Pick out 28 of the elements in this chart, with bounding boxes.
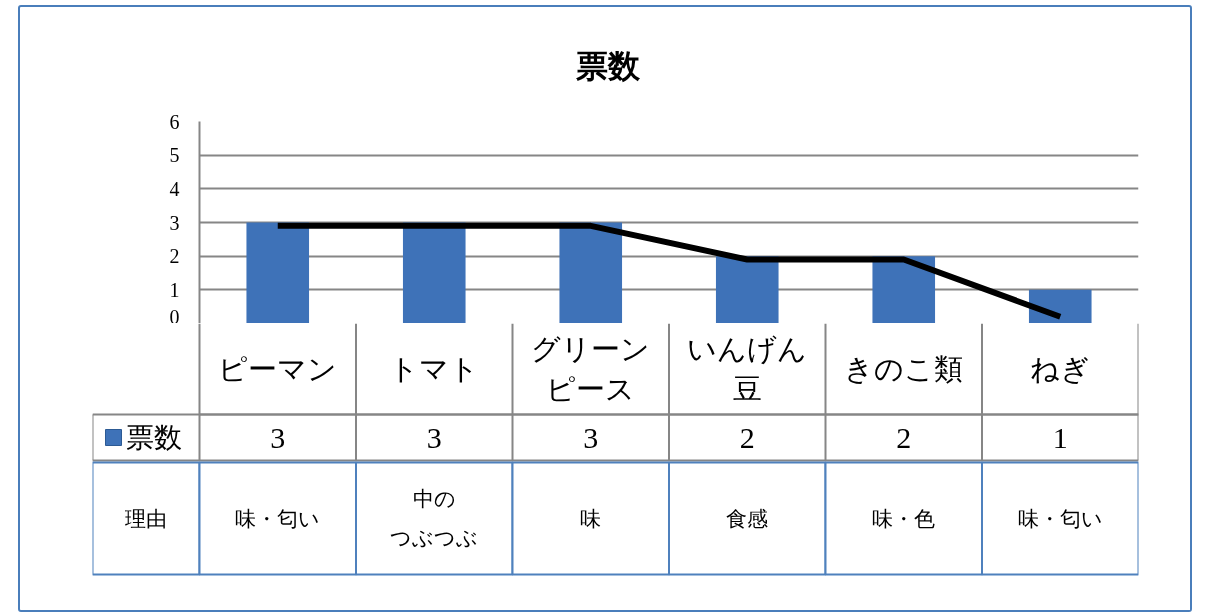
x-tick-label: いんげん豆 [687, 331, 808, 407]
text: 味 [580, 506, 602, 531]
y-tick-label: 3 [169, 211, 180, 234]
y-tick-label: 0 [169, 305, 180, 328]
y-tick-label: 1 [169, 278, 180, 301]
data-label: 2 [739, 421, 755, 454]
chart-title: 票数 [574, 46, 641, 85]
y-tick-label: 6 [169, 110, 180, 133]
x-tick-label: きのこ類 [844, 352, 964, 386]
text: 理由 [125, 506, 167, 531]
text: 味・匂い [235, 506, 321, 531]
data-label: 3 [583, 421, 599, 454]
x-tick-label: トマト [389, 352, 480, 386]
text: 味・匂い [1017, 506, 1103, 531]
y-tick-label: 4 [169, 177, 180, 200]
data-label: 3 [270, 421, 286, 454]
data-label: 2 [896, 421, 912, 454]
x-tick-label: ねぎ [1030, 352, 1091, 386]
text: 中のつぶつぶ [390, 487, 479, 550]
text: 食感 [726, 506, 769, 531]
y-tick-label: 5 [169, 144, 180, 167]
data-label: 1 [1052, 421, 1068, 454]
y-tick-label: 2 [169, 245, 180, 268]
text: 味・色 [872, 506, 936, 531]
data-label: 3 [426, 421, 442, 454]
x-tick-label: ピーマン [218, 352, 338, 386]
x-tick-label: グリーンピース [531, 331, 651, 407]
legend-label: 票数 [125, 421, 182, 454]
